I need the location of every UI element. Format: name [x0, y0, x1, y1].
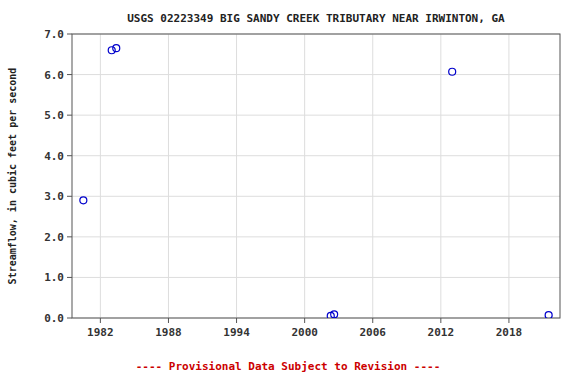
y-tick-label: 6.0: [44, 69, 64, 82]
point: [449, 68, 456, 75]
x-tick-label: 2012: [428, 326, 455, 339]
tick-mark: [67, 277, 72, 278]
x-tick-label: 2018: [496, 326, 523, 339]
tick-mark: [67, 155, 72, 156]
grid-line: [440, 34, 441, 318]
tick-mark: [304, 318, 305, 323]
annotation: ---- Provisional Data Subject to Revisio…: [136, 360, 441, 373]
tick-mark: [508, 318, 509, 323]
tick-mark: [100, 318, 101, 323]
y-tick-label: 4.0: [44, 150, 64, 163]
tick-mark: [67, 196, 72, 197]
y-tick-label: 2.0: [44, 231, 64, 244]
grid: [72, 34, 560, 318]
grid-line: [236, 34, 237, 318]
grid-line: [304, 34, 305, 318]
grid-line: [72, 277, 560, 278]
grid-line: [168, 34, 169, 318]
tick-mark: [67, 74, 72, 75]
title: USGS 02223349 BIG SANDY CREEK TRIBUTARY …: [127, 12, 505, 25]
tick-mark: [372, 318, 373, 323]
tick-mark: [67, 115, 72, 116]
y-tick-label: 0.0: [44, 312, 64, 325]
grid-line: [72, 74, 560, 75]
y-tick-label: 5.0: [44, 109, 64, 122]
x-tick-label: 1982: [87, 326, 114, 339]
point: [113, 45, 120, 52]
tick-mark: [236, 318, 237, 323]
chart: 1982 1988 1994 2000 2006 2012 2018 0.0 1.0 2.0 3.0…: [0, 0, 576, 384]
grid-line: [72, 196, 560, 197]
x-tick-label: 2006: [359, 326, 386, 339]
x-tick-label: 1988: [155, 326, 182, 339]
y-tick-label: 1.0: [44, 271, 64, 284]
tick-mark: [67, 34, 72, 35]
y-tick-label: 3.0: [44, 190, 64, 203]
grid-line: [372, 34, 373, 318]
points: [80, 45, 552, 318]
point: [545, 312, 552, 318]
grid-line: [72, 236, 560, 237]
grid-line: [72, 155, 560, 156]
tick-mark: [67, 318, 72, 319]
x-tick-label: 1994: [223, 326, 250, 339]
tick-mark: [168, 318, 169, 323]
grid-line: [100, 34, 101, 318]
axes: 1982 1988 1994 2000 2006 2012 2018 0.0 1.0 2.0 3.0…: [44, 28, 560, 339]
x-tick-label: 2000: [291, 326, 318, 339]
point: [331, 311, 338, 318]
plot-frame: [72, 34, 560, 318]
tick-mark: [67, 236, 72, 237]
point: [80, 197, 87, 204]
grid-line: [508, 34, 509, 318]
y-axis-label: Streamflow, in cubic feet per second: [7, 68, 18, 285]
y-tick-label: 7.0: [44, 28, 64, 41]
tick-mark: [440, 318, 441, 323]
grid-line: [72, 115, 560, 116]
